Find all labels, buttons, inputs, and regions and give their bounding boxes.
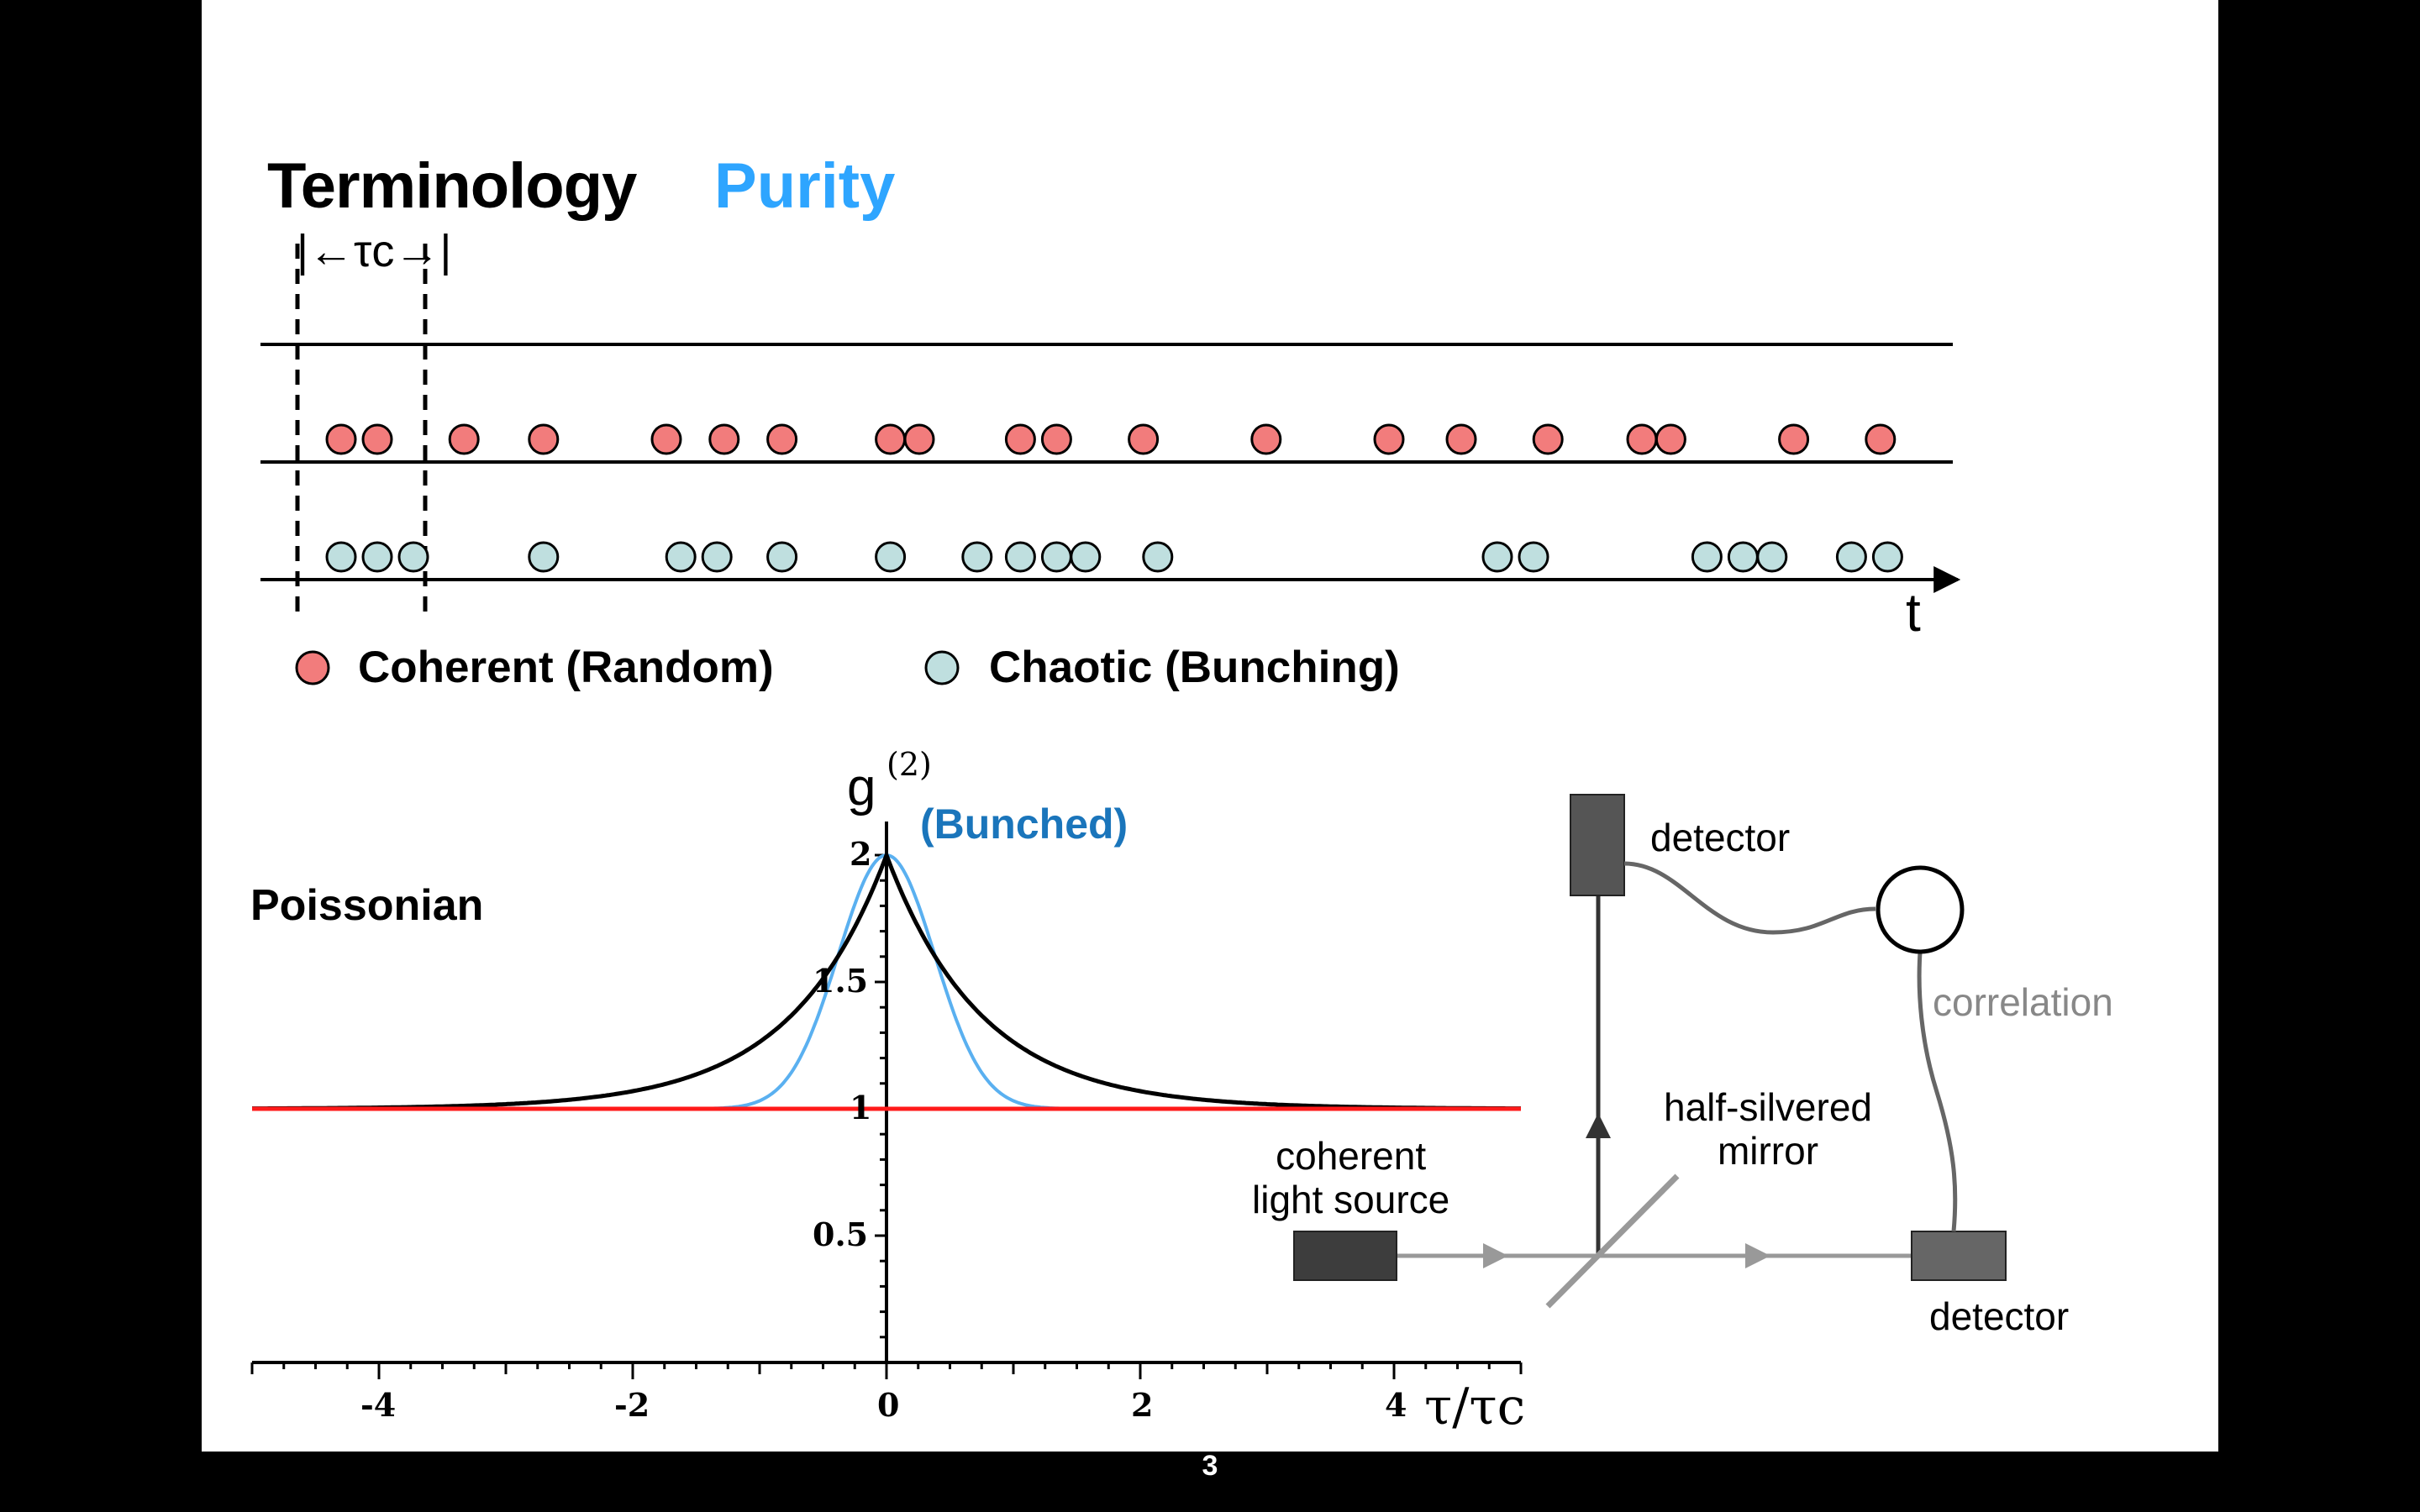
chaotic-photon-18 <box>1835 541 1867 573</box>
chaotic-photon-row <box>325 541 1903 573</box>
x-tick-label: 2 <box>1131 1386 1154 1424</box>
slide-subtitle: Purity <box>714 150 896 222</box>
chaotic-photon-8 <box>961 541 993 573</box>
coherent-photon-13 <box>1373 423 1405 455</box>
hbt-setup-diagram <box>1293 794 2007 1309</box>
coherent-light-source-box <box>1293 1231 1397 1281</box>
coherent-photon-9 <box>1004 423 1036 455</box>
chaotic-photon-2 <box>397 541 429 573</box>
coherent-photon-7 <box>875 423 907 455</box>
time-axis-label: t <box>1906 582 1921 643</box>
coherent-photon-15 <box>1532 423 1564 455</box>
g2-chart <box>250 822 1523 1379</box>
chaotic-photon-6 <box>766 541 798 573</box>
correlator <box>1876 865 1965 954</box>
chaotic-photon-13 <box>1481 541 1513 573</box>
correlation-label: correlation <box>1933 980 2113 1024</box>
y-axis <box>875 822 888 1364</box>
coherent-photon-8 <box>903 423 935 455</box>
slide: Terminology Purity <box>202 0 2218 1452</box>
cable-right-detector <box>1917 952 1958 1232</box>
coherent-photon-4 <box>650 423 682 455</box>
coherent-photon-11 <box>1128 423 1160 455</box>
coherent-photon-12 <box>1250 423 1282 455</box>
coherent-photon-14 <box>1445 423 1477 455</box>
chaotic-photon-19 <box>1871 541 1903 573</box>
chaotic-photon-12 <box>1142 541 1174 573</box>
page-number: 3 <box>1202 1450 1218 1482</box>
coherent-photon-19 <box>1865 423 1897 455</box>
photon-timeline <box>260 244 1961 613</box>
x-axis <box>250 1361 1523 1379</box>
chaotic-photon-4 <box>665 541 697 573</box>
coherent-photon-row <box>325 423 1897 455</box>
chaotic-photon-15 <box>1691 541 1723 573</box>
legend-coherent-marker <box>295 650 330 685</box>
coherent-photon-5 <box>708 423 740 455</box>
series-line-1 <box>252 848 1521 1111</box>
coherent-photon-18 <box>1778 423 1810 455</box>
coherent-photon-16 <box>1626 423 1658 455</box>
chaotic-photon-7 <box>875 541 907 573</box>
x-tick-label: -4 <box>360 1386 397 1424</box>
coherent-photon-6 <box>766 423 798 455</box>
coherent-photon-17 <box>1655 423 1686 455</box>
chaotic-photon-1 <box>361 541 393 573</box>
coherent-photon-10 <box>1040 423 1072 455</box>
chaotic-photon-5 <box>701 541 733 573</box>
mirror-label: half-silvered mirror <box>1664 1085 1872 1173</box>
poissonian-annotation: Poissonian <box>250 881 484 930</box>
coherent-photon-1 <box>361 423 393 455</box>
slide-title: Terminology <box>267 150 637 222</box>
legend-chaotic-marker <box>924 650 960 685</box>
chaotic-photon-11 <box>1070 541 1102 573</box>
legend-chaotic-label: Chaotic (Bunching) <box>989 643 1400 692</box>
figure-canvas <box>250 244 2007 1379</box>
x-tick-label: 4 <box>1385 1386 1407 1424</box>
chaotic-photon-16 <box>1727 541 1759 573</box>
y-axis-label-superscript: (2) <box>886 746 932 783</box>
x-tick-label: -2 <box>614 1386 650 1424</box>
cable-top-detector <box>1623 861 1876 935</box>
bunched-annotation: (Bunched) <box>920 801 1128 848</box>
chaotic-photon-14 <box>1518 541 1549 573</box>
detector-top <box>1570 794 1625 896</box>
detector-bottom-label: detector <box>1929 1294 2070 1338</box>
y-tick-label: 0.5 <box>813 1215 869 1253</box>
legend-coherent-label: Coherent (Random) <box>358 643 774 692</box>
light-source-label: coherent light source <box>1252 1134 1450 1221</box>
half-silvered-mirror <box>1545 1173 1680 1309</box>
detector-top-label: detector <box>1650 816 1791 859</box>
y-tick-label: 2 <box>850 835 872 873</box>
series-layer <box>252 848 1521 1111</box>
chaotic-photon-10 <box>1040 541 1072 573</box>
chaotic-photon-17 <box>1756 541 1788 573</box>
coherent-photon-2 <box>448 423 480 455</box>
y-axis-label: g <box>847 759 876 816</box>
coherence-time-label: |←τc→| <box>297 226 452 276</box>
chaotic-photon-0 <box>325 541 357 573</box>
coherent-photon-0 <box>325 423 357 455</box>
y-tick-label: 1.5 <box>813 962 869 1000</box>
chaotic-photon-9 <box>1004 541 1036 573</box>
coherent-photon-3 <box>528 423 560 455</box>
x-tick-label: 0 <box>877 1386 900 1424</box>
x-axis-label: τ/τc <box>1424 1378 1526 1436</box>
chaotic-photon-3 <box>528 541 560 573</box>
detector-right <box>1911 1231 2007 1281</box>
y-tick-label: 1 <box>850 1089 872 1126</box>
